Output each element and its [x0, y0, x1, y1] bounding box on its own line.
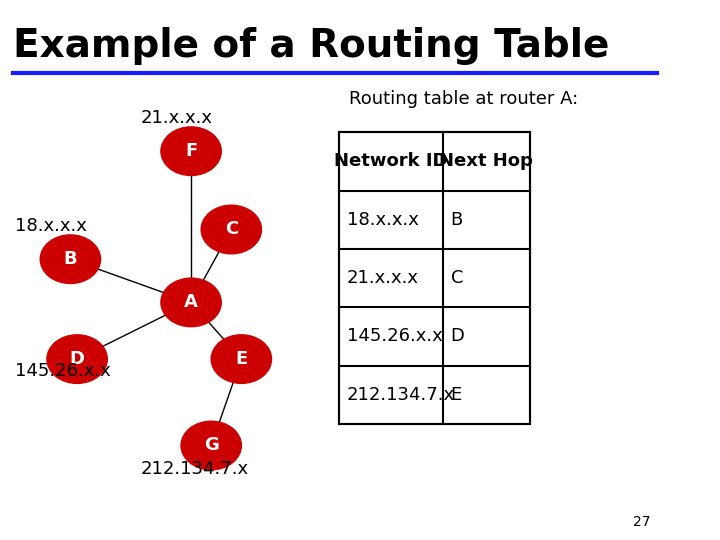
Text: 27: 27 — [633, 515, 650, 529]
Bar — [338, 132, 530, 424]
Text: 145.26.x.x: 145.26.x.x — [14, 362, 110, 380]
Text: E: E — [235, 350, 248, 368]
Text: G: G — [204, 436, 219, 455]
Text: E: E — [451, 386, 462, 404]
Circle shape — [40, 235, 101, 284]
Text: D: D — [70, 350, 85, 368]
Circle shape — [211, 335, 271, 383]
Text: A: A — [184, 293, 198, 312]
Text: 18.x.x.x: 18.x.x.x — [346, 211, 418, 229]
Text: B: B — [63, 250, 77, 268]
Circle shape — [161, 278, 221, 327]
Circle shape — [161, 127, 221, 176]
Text: C: C — [225, 220, 238, 239]
Text: Example of a Routing Table: Example of a Routing Table — [14, 27, 610, 65]
Text: D: D — [451, 327, 464, 346]
Text: 145.26.x.x: 145.26.x.x — [346, 327, 442, 346]
Circle shape — [201, 205, 261, 254]
Text: F: F — [185, 142, 197, 160]
Text: C: C — [451, 269, 463, 287]
Text: 212.134.7.x: 212.134.7.x — [141, 460, 249, 478]
Text: B: B — [451, 211, 463, 229]
Circle shape — [47, 335, 107, 383]
Circle shape — [181, 421, 241, 470]
Text: Network ID: Network ID — [334, 152, 447, 171]
Text: 18.x.x.x: 18.x.x.x — [14, 217, 86, 235]
Text: 212.134.7.x: 212.134.7.x — [346, 386, 455, 404]
Text: Next Hop: Next Hop — [439, 152, 533, 171]
Text: 21.x.x.x: 21.x.x.x — [141, 109, 213, 127]
Text: Routing table at router A:: Routing table at router A: — [348, 90, 578, 108]
Text: 21.x.x.x: 21.x.x.x — [346, 269, 418, 287]
